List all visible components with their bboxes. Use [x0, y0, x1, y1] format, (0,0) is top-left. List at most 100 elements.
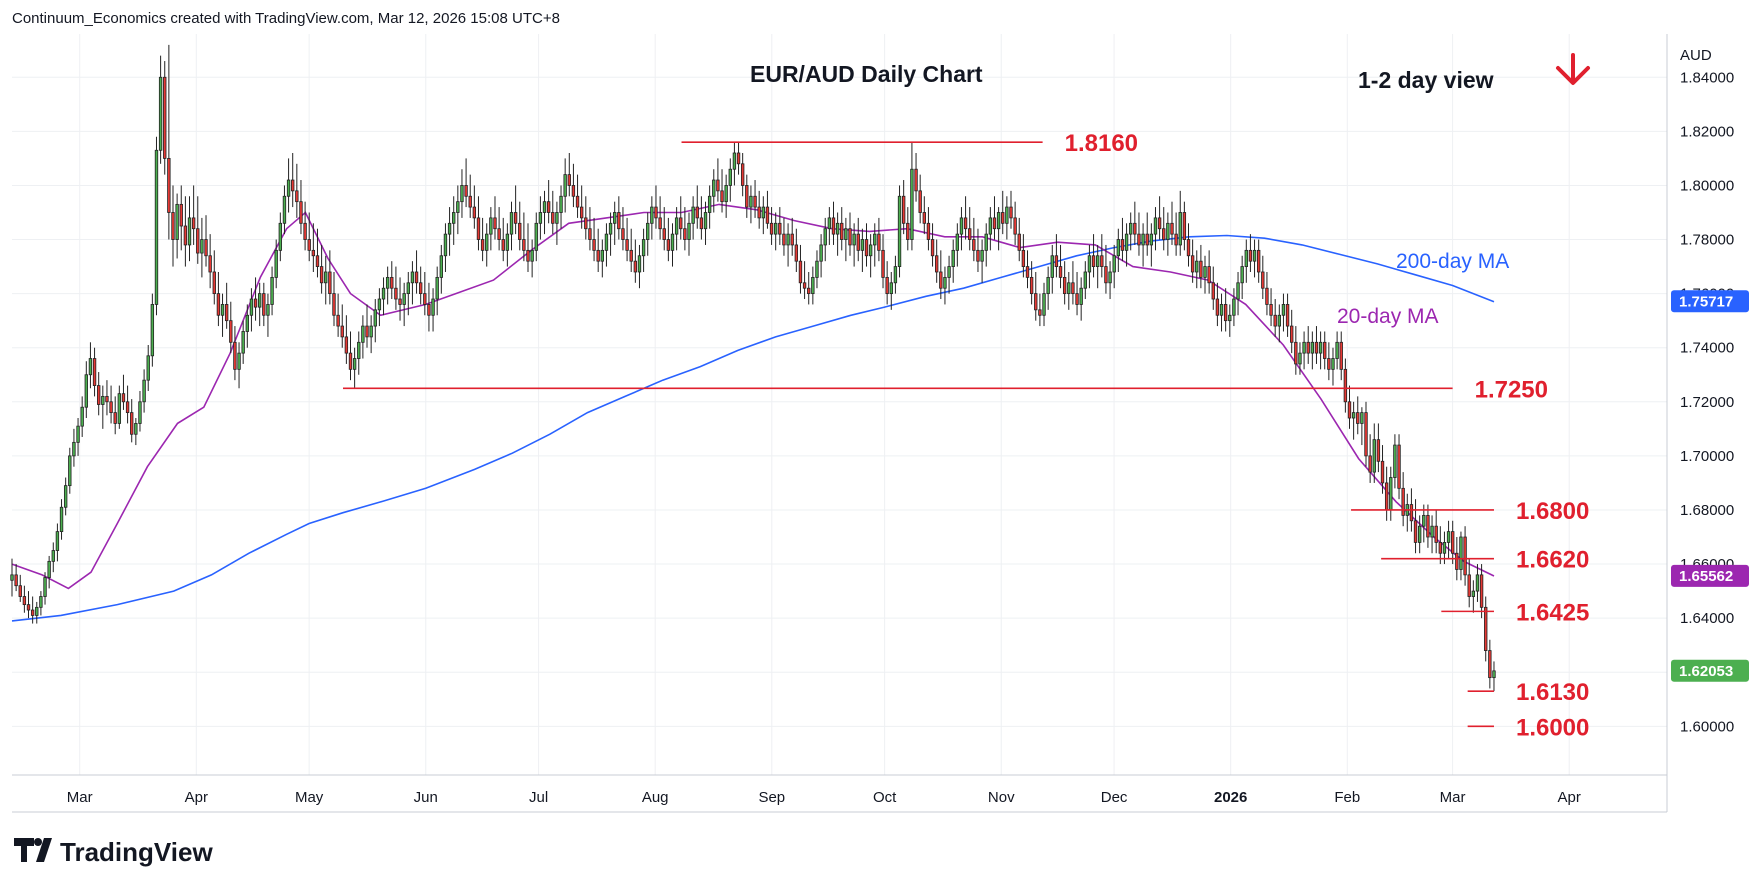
candle: [200, 217, 204, 278]
candle: [518, 201, 522, 251]
candle: [1294, 326, 1298, 375]
candle: [935, 239, 939, 283]
candle: [1248, 234, 1253, 272]
price-badge: 1.65562: [1671, 564, 1749, 587]
candle: [608, 212, 613, 256]
candle: [307, 212, 311, 262]
candle: [819, 234, 823, 278]
candle: [311, 223, 316, 272]
candle: [1021, 234, 1026, 278]
price-badge: 1.75717: [1671, 290, 1749, 313]
candle: [1422, 504, 1426, 543]
candle: [452, 196, 456, 245]
candle: [794, 228, 799, 272]
candle: [443, 223, 448, 272]
candle: [505, 223, 510, 267]
candle: [191, 185, 196, 245]
candle: [390, 261, 394, 300]
candle: [1046, 266, 1050, 310]
x-tick-label: Sep: [758, 789, 785, 806]
candle: [472, 185, 477, 229]
svg-text:1.65562: 1.65562: [1679, 568, 1733, 585]
candle: [163, 61, 167, 175]
candle: [1290, 309, 1294, 354]
candle: [1190, 239, 1195, 283]
y-tick-label: 1.60000: [1680, 718, 1734, 735]
candle: [1265, 271, 1269, 316]
time-axis[interactable]: Mar Apr May Jun Jul Aug Sep Oct Nov Dec 2026 Feb Mar…: [67, 789, 1581, 806]
candle: [1149, 223, 1154, 267]
candle: [266, 293, 270, 337]
ma200-line: [11, 234, 1495, 622]
candle: [1277, 304, 1281, 343]
candle: [716, 158, 720, 202]
price-axis[interactable]: 1.840001.820001.800001.780001.760001.740…: [1680, 69, 1734, 735]
candle: [1087, 244, 1092, 289]
candle: [1393, 434, 1397, 489]
candle: [856, 217, 860, 262]
x-tick-label: Mar: [1440, 789, 1466, 806]
candle: [893, 255, 898, 294]
candle: [1116, 228, 1121, 272]
x-tick-label: May: [295, 789, 324, 806]
candle: [130, 399, 134, 443]
level-label: 1.6800: [1516, 498, 1589, 525]
candle: [728, 158, 732, 202]
candle: [914, 152, 918, 202]
candle: [1314, 326, 1319, 364]
candle: [811, 266, 815, 305]
candle: [629, 228, 633, 272]
candle: [699, 196, 704, 240]
candle: [336, 293, 340, 337]
candle: [1013, 201, 1017, 245]
candle: [972, 217, 976, 262]
candle: [1252, 239, 1257, 278]
candle: [1038, 293, 1042, 327]
candle: [1001, 190, 1005, 235]
candle: [736, 142, 741, 175]
candle: [765, 190, 770, 229]
candle: [1034, 271, 1038, 321]
candle: [637, 244, 642, 289]
candle: [270, 266, 274, 316]
candle: [798, 244, 803, 294]
level-label: 1.6000: [1516, 714, 1589, 741]
candle: [1430, 515, 1434, 554]
view-label: 1-2 day view: [1358, 67, 1494, 93]
candle: [1306, 326, 1310, 364]
candle: [757, 190, 761, 229]
candle: [906, 207, 910, 251]
candle: [522, 212, 526, 262]
candle: [641, 228, 646, 272]
ma20-line: [11, 203, 1495, 590]
candle: [468, 174, 472, 218]
candle: [14, 564, 18, 592]
candle: [745, 174, 749, 218]
candle: [410, 261, 415, 305]
x-tick-label: Nov: [988, 789, 1015, 806]
candle: [1067, 271, 1071, 310]
candle: [501, 217, 505, 262]
y-tick-label: 1.70000: [1680, 448, 1734, 465]
x-tick-label: Jul: [529, 789, 548, 806]
candle: [18, 574, 22, 602]
candle: [154, 136, 159, 316]
candle: [753, 180, 757, 218]
candle: [204, 215, 208, 267]
candle: [406, 271, 410, 316]
candle: [1129, 212, 1133, 251]
candle: [381, 277, 386, 316]
candle: [1351, 401, 1356, 440]
candle: [249, 288, 254, 332]
candle: [1174, 212, 1178, 256]
svg-text:1.75717: 1.75717: [1679, 293, 1733, 310]
candle: [769, 207, 774, 245]
candle: [1323, 331, 1327, 370]
candle: [761, 196, 765, 235]
candle: [92, 347, 97, 397]
candle: [1397, 434, 1401, 500]
svg-text:1.62053: 1.62053: [1679, 663, 1733, 680]
candle: [101, 385, 105, 429]
candle: [274, 239, 278, 289]
candle: [992, 196, 997, 240]
